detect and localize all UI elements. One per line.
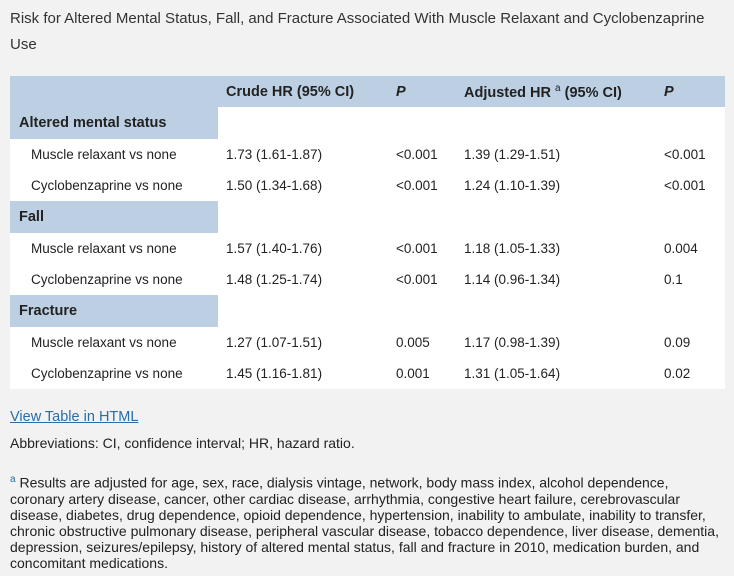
p-adjusted-cell: <0.001 xyxy=(664,178,706,193)
comparison-cell: Muscle relaxant vs none xyxy=(31,241,177,256)
p-adjusted-cell: 0.004 xyxy=(664,241,698,256)
results-table-container: Crude HR (95% CI) P Adjusted HR a (95% C… xyxy=(10,76,725,389)
comparison-cell: Muscle relaxant vs none xyxy=(31,147,177,162)
abbreviations-note: Abbreviations: CI, confidence interval; … xyxy=(10,435,355,451)
adjusted-hr-cell: 1.14 (0.96-1.34) xyxy=(464,272,561,287)
crude-hr-cell: 1.57 (1.40-1.76) xyxy=(226,241,323,256)
section-filler xyxy=(218,295,725,327)
view-table-html-link[interactable]: View Table in HTML xyxy=(10,409,139,425)
p-adjusted-cell: 0.09 xyxy=(664,335,691,350)
comparison-cell: Cyclobenzaprine vs none xyxy=(31,178,183,193)
adjusted-hr-cell: 1.24 (1.10-1.39) xyxy=(464,178,561,193)
p-crude-cell: <0.001 xyxy=(396,241,438,256)
crude-hr-cell: 1.27 (1.07-1.51) xyxy=(226,335,323,350)
p-crude-cell: <0.001 xyxy=(396,147,438,162)
section-label: Altered mental status xyxy=(10,107,218,139)
adjusted-hr-cell: 1.18 (1.05-1.33) xyxy=(464,241,561,256)
p-adjusted-cell: 0.1 xyxy=(664,272,683,287)
table-title: Risk for Altered Mental Status, Fall, an… xyxy=(10,10,705,53)
table-row: Muscle relaxant vs none 1.73 (1.61-1.87) <… xyxy=(10,139,725,170)
table-row: Muscle relaxant vs none 1.57 (1.40-1.76) <… xyxy=(10,233,725,264)
header-p-crude: P xyxy=(396,83,406,100)
adjusted-hr-cell: 1.39 (1.29-1.51) xyxy=(464,147,561,162)
table-row: Cyclobenzaprine vs none 1.45 (1.16-1.81) 0… xyxy=(10,358,725,389)
crude-hr-cell: 1.45 (1.16-1.81) xyxy=(226,366,323,381)
comparison-cell: Cyclobenzaprine vs none xyxy=(31,272,183,287)
section-label: Fall xyxy=(10,201,218,233)
table-row: Muscle relaxant vs none 1.27 (1.07-1.51) 0… xyxy=(10,327,725,358)
comparison-cell: Cyclobenzaprine vs none xyxy=(31,366,183,381)
crude-hr-cell: 1.48 (1.25-1.74) xyxy=(226,272,323,287)
footnote-marker: a xyxy=(10,474,16,485)
section-filler xyxy=(218,107,725,139)
crude-hr-cell: 1.50 (1.34-1.68) xyxy=(226,178,323,193)
comparison-cell: Muscle relaxant vs none xyxy=(31,335,177,350)
p-crude-cell: 0.001 xyxy=(396,366,430,381)
header-adjusted-hr: Adjusted HR a (95% CI) xyxy=(464,82,622,101)
footnote: a Results are adjusted for age, sex, rac… xyxy=(10,472,725,571)
section-row: Altered mental status xyxy=(10,107,725,139)
footnote-text: Results are adjusted for age, sex, race,… xyxy=(10,474,719,571)
crude-hr-cell: 1.73 (1.61-1.87) xyxy=(226,147,323,162)
table-row: Cyclobenzaprine vs none 1.48 (1.25-1.74) <… xyxy=(10,264,725,295)
header-p-adjusted: P xyxy=(664,83,674,100)
section-filler xyxy=(218,201,725,233)
p-crude-cell: <0.001 xyxy=(396,272,438,287)
section-row: Fall xyxy=(10,201,725,233)
adjusted-hr-cell: 1.31 (1.05-1.64) xyxy=(464,366,561,381)
header-crude-hr: Crude HR (95% CI) xyxy=(226,83,355,100)
p-crude-cell: 0.005 xyxy=(396,335,430,350)
section-row: Fracture xyxy=(10,295,725,327)
p-adjusted-cell: 0.02 xyxy=(664,366,691,381)
results-table: Crude HR (95% CI) P Adjusted HR a (95% C… xyxy=(10,76,725,389)
p-crude-cell: <0.001 xyxy=(396,178,438,193)
footnote-marker-a: a xyxy=(555,82,561,94)
adjusted-hr-cell: 1.17 (0.98-1.39) xyxy=(464,335,561,350)
table-header-row: Crude HR (95% CI) P Adjusted HR a (95% C… xyxy=(10,76,725,107)
section-label: Fracture xyxy=(10,295,218,327)
p-adjusted-cell: <0.001 xyxy=(664,147,706,162)
table-body: Altered mental status Muscle relaxant vs … xyxy=(10,107,725,389)
header-blank xyxy=(10,76,218,107)
table-row: Cyclobenzaprine vs none 1.50 (1.34-1.68) <… xyxy=(10,170,725,201)
